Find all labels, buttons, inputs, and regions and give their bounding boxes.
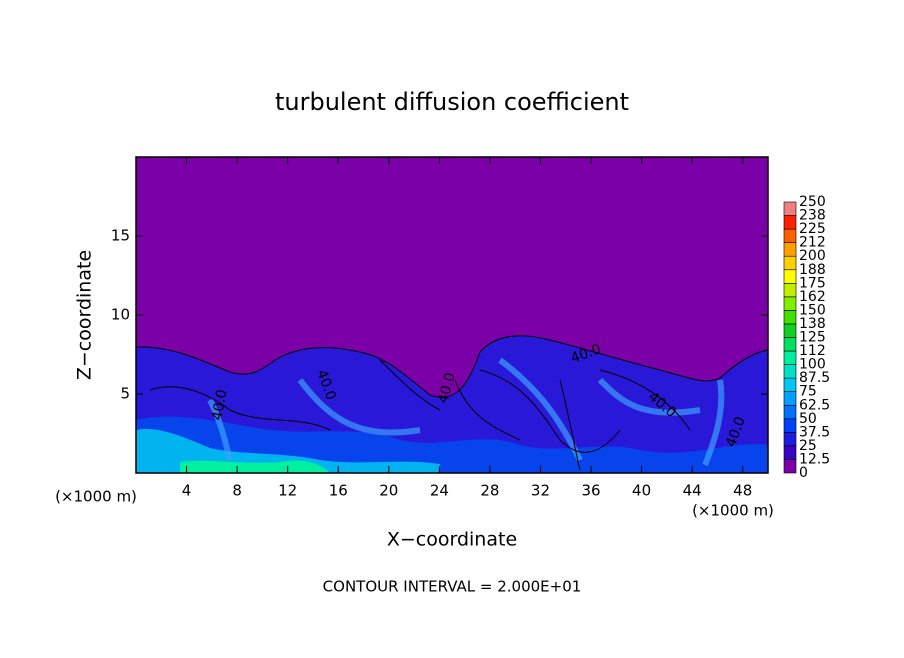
colorbar-cell bbox=[783, 445, 797, 460]
colorbar-label: 188 bbox=[799, 262, 826, 278]
y-tick-label: 15 bbox=[111, 227, 130, 245]
colorbar-label: 162 bbox=[799, 289, 826, 305]
colorbar-cell bbox=[783, 459, 797, 474]
colorbar-label: 150 bbox=[799, 302, 826, 318]
colorbar-cell bbox=[783, 432, 797, 447]
footer-note: CONTOUR INTERVAL = 2.000E+01 bbox=[323, 578, 582, 596]
x-axis-title: X−coordinate bbox=[387, 529, 517, 551]
colorbar-label: 250 bbox=[799, 194, 826, 210]
colorbar-cell bbox=[783, 337, 797, 352]
x-tick-label: 44 bbox=[683, 482, 702, 500]
colorbar-label: 200 bbox=[799, 248, 826, 264]
x-tick-label: 12 bbox=[278, 482, 297, 500]
colorbar-label: 25 bbox=[799, 438, 817, 454]
colorbar-cell bbox=[783, 228, 797, 243]
colorbar-label: 175 bbox=[799, 275, 826, 291]
colorbar-label: 0 bbox=[799, 465, 808, 481]
x-tick-label: 40 bbox=[632, 482, 651, 500]
colorbar-label: 125 bbox=[799, 330, 826, 346]
x-tick-label: 8 bbox=[232, 482, 242, 500]
chart-title: turbulent diffusion coefficient bbox=[275, 88, 629, 116]
colorbar-label: 225 bbox=[799, 221, 826, 237]
x-unit-label: (×1000 m) bbox=[692, 502, 774, 520]
colorbar-cell bbox=[783, 296, 797, 311]
x-tick-label: 32 bbox=[531, 482, 550, 500]
colorbar-cell bbox=[783, 391, 797, 406]
field-region bbox=[180, 460, 330, 473]
x-tick-label: 4 bbox=[182, 482, 192, 500]
colorbar-cell bbox=[783, 350, 797, 365]
x-tick-label: 24 bbox=[430, 482, 449, 500]
colorbar-label: 112 bbox=[799, 343, 826, 359]
colorbar-label: 238 bbox=[799, 208, 826, 224]
colorbar-label: 50 bbox=[799, 411, 817, 427]
x-unit-label: (×1000 m) bbox=[55, 488, 137, 506]
colorbar-cell bbox=[783, 215, 797, 230]
field-streak bbox=[207, 357, 725, 467]
colorbar-cell bbox=[783, 364, 797, 379]
colorbar-label: 12.5 bbox=[799, 451, 830, 467]
colorbar-cell bbox=[783, 242, 797, 257]
x-tick-label: 16 bbox=[329, 482, 348, 500]
colorbar-label: 138 bbox=[799, 316, 826, 332]
colorbar-cell bbox=[783, 377, 797, 392]
colorbar-label: 212 bbox=[799, 235, 826, 251]
contour-label: 40.0 bbox=[435, 371, 459, 405]
colorbar-cell bbox=[783, 255, 797, 271]
colorbar-cell bbox=[783, 282, 797, 298]
colorbar-cell bbox=[783, 201, 797, 216]
colorbar-label: 75 bbox=[799, 384, 817, 400]
y-tick-label: 10 bbox=[111, 306, 130, 324]
contour-field bbox=[136, 157, 768, 473]
x-tick-label: 20 bbox=[379, 482, 398, 500]
contour-label: 40.0 bbox=[209, 388, 230, 421]
colorbar-cell bbox=[783, 310, 797, 325]
colorbar-cell bbox=[783, 323, 797, 338]
y-axis-title: Z−coordinate bbox=[74, 250, 96, 380]
colorbar-cell bbox=[783, 269, 797, 284]
y-tick-label: 5 bbox=[120, 385, 130, 403]
x-tick-label: 36 bbox=[581, 482, 600, 500]
colorbar-label: 87.5 bbox=[799, 370, 830, 386]
x-tick-label: 28 bbox=[480, 482, 499, 500]
contour-line bbox=[149, 359, 691, 471]
colorbar-cell bbox=[783, 418, 797, 433]
colorbar-cell bbox=[783, 404, 797, 420]
colorbar-label: 37.5 bbox=[799, 424, 830, 440]
x-tick-label: 48 bbox=[733, 482, 752, 500]
colorbar-label: 62.5 bbox=[799, 397, 830, 413]
colorbar-label: 100 bbox=[799, 357, 826, 373]
